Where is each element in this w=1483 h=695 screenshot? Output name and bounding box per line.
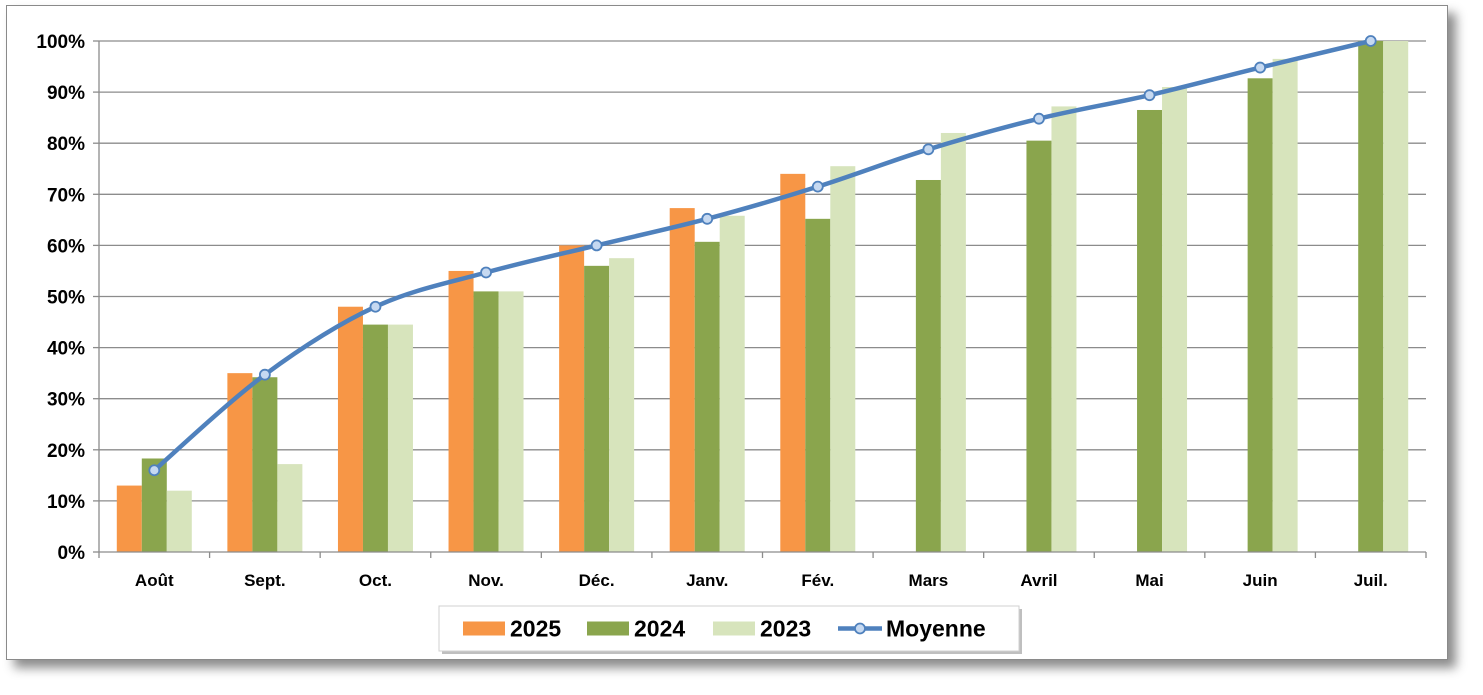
bar-2025-Août xyxy=(116,485,142,552)
axes xyxy=(93,40,1427,558)
legend-swatch-2025 xyxy=(463,621,505,636)
y-tick-label: 30% xyxy=(47,390,85,411)
average-point-Nov. xyxy=(480,266,492,279)
y-tick-label: 20% xyxy=(47,441,85,462)
average-line-path xyxy=(152,38,1372,472)
bar-2023-Avril xyxy=(1051,106,1077,553)
bar-2024-Oct. xyxy=(362,324,388,552)
average-point-Juil. xyxy=(1364,35,1377,47)
bar-2025-Oct. xyxy=(337,306,363,552)
y-tick-label: 60% xyxy=(47,236,85,257)
y-tick-label: 0% xyxy=(58,543,86,564)
bar-2023-Août xyxy=(166,490,192,552)
average-line xyxy=(148,35,1377,477)
y-tick-label: 100% xyxy=(36,32,85,53)
chart-svg: 0% 10% 20% 30% 40% 50% 60% 70% 80% 90% 100% Août Se… xyxy=(36,32,1427,654)
x-tick-label: Oct. xyxy=(359,571,392,590)
average-point-Janv. xyxy=(701,212,714,225)
bar-2025-Janv. xyxy=(669,208,695,553)
x-tick-labels: Août Sept. Oct. Nov. Déc. Janv. Fév. Mars Avril M… xyxy=(135,571,1388,590)
legend-label-Moyenne: Moyenne xyxy=(886,616,986,642)
bar-2024-Juil. xyxy=(1358,41,1384,552)
average-point-Mars xyxy=(922,143,935,156)
bar-2023-Fév. xyxy=(830,166,856,552)
y-tick-label: 40% xyxy=(47,339,85,360)
y-tick-label: 80% xyxy=(47,134,85,155)
x-tick-label: Mai xyxy=(1135,571,1163,590)
bar-2024-Nov. xyxy=(473,291,499,552)
bar-2023-Oct. xyxy=(387,324,413,552)
bar-2024-Sept. xyxy=(252,377,278,552)
average-point-Juin xyxy=(1254,61,1267,74)
x-tick-label: Août xyxy=(135,571,174,590)
bar-2023-Mai xyxy=(1162,86,1188,553)
legend-label-2024: 2024 xyxy=(634,616,685,642)
y-tick-label: 10% xyxy=(47,492,85,513)
x-tick-label: Nov. xyxy=(468,571,504,590)
legend-marker-Moyenne xyxy=(854,622,866,635)
bar-2024-Déc. xyxy=(584,265,610,552)
legend-swatch-2023 xyxy=(713,621,755,636)
legend: 2025 2024 2023 Moyenne xyxy=(438,605,1022,654)
average-point-Mai xyxy=(1143,89,1156,102)
bar-2023-Mars xyxy=(940,132,966,552)
bar-2025-Fév. xyxy=(780,173,806,553)
bar-2024-Fév. xyxy=(805,218,831,552)
bar-2023-Déc. xyxy=(609,258,635,552)
y-tick-label: 90% xyxy=(47,83,85,104)
bar-2024-Avril xyxy=(1026,140,1052,552)
bar-2023-Janv. xyxy=(719,215,745,552)
y-tick-label: 50% xyxy=(47,288,85,309)
x-tick-label: Janv. xyxy=(686,571,728,590)
x-tick-label: Mars xyxy=(909,571,949,590)
legend-label-2025: 2025 xyxy=(510,616,561,642)
average-point-Sept. xyxy=(258,368,271,381)
x-tick-label: Déc. xyxy=(579,571,615,590)
chart-frame: 0% 10% 20% 30% 40% 50% 60% 70% 80% 90% 100% Août Se… xyxy=(6,5,1448,660)
bar-2024-Juin xyxy=(1247,78,1273,552)
grid-lines xyxy=(99,40,1426,502)
average-point-Fév. xyxy=(811,180,824,193)
x-tick-label: Fév. xyxy=(801,571,834,590)
bar-2023-Juin xyxy=(1272,58,1298,552)
bar-2025-Déc. xyxy=(559,245,585,552)
bar-2024-Janv. xyxy=(694,241,720,552)
x-tick-label: Avril xyxy=(1020,571,1057,590)
x-tick-label: Juin xyxy=(1243,571,1278,590)
bar-2025-Nov. xyxy=(448,270,474,552)
x-tick-label: Juil. xyxy=(1354,571,1388,590)
average-point-Août xyxy=(148,464,161,477)
bars xyxy=(116,41,1409,553)
y-tick-labels: 0% 10% 20% 30% 40% 50% 60% 70% 80% 90% 100% xyxy=(36,32,85,564)
legend-swatch-2024 xyxy=(587,621,629,636)
bar-2023-Sept. xyxy=(277,464,303,552)
bar-2023-Juil. xyxy=(1383,41,1409,552)
x-tick-label: Sept. xyxy=(244,571,286,590)
y-tick-label: 70% xyxy=(47,185,85,206)
legend-label-2023: 2023 xyxy=(760,616,811,642)
average-point-Déc. xyxy=(590,239,603,252)
average-point-Oct. xyxy=(369,300,382,313)
bar-2023-Nov. xyxy=(498,291,524,552)
average-point-Avril xyxy=(1033,112,1045,125)
bar-2024-Mars xyxy=(915,179,941,552)
bar-2024-Mai xyxy=(1137,109,1163,553)
